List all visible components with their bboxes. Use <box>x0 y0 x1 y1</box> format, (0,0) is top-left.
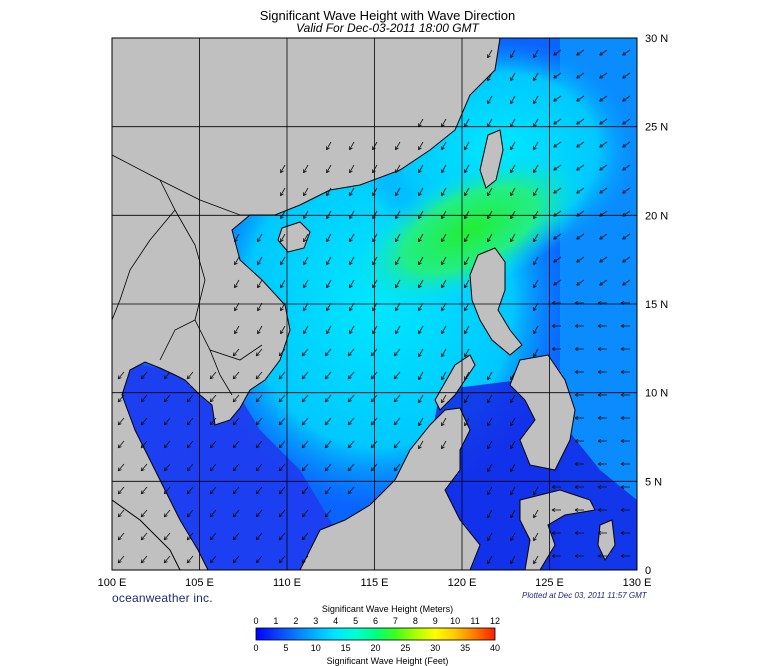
colorbar-meter-tick: 11 <box>470 616 479 626</box>
colorbar-meter-tick: 6 <box>373 616 378 626</box>
latitude-label: 10 N <box>645 388 668 400</box>
colorbar-meter-tick: 5 <box>353 616 358 626</box>
latitude-label: 0 <box>645 565 651 577</box>
colorbar-feet-tick: 15 <box>341 643 351 653</box>
latitude-label: 5 N <box>645 476 662 488</box>
colorbar-meter-tick: 9 <box>433 616 438 626</box>
longitude-label: 105 E <box>185 577 214 589</box>
colorbar-meter-tick: 4 <box>333 616 338 626</box>
latitude-label: 20 N <box>645 210 668 222</box>
plotted-time: Plotted at Dec 03, 2011 11:57 GMT <box>522 591 647 600</box>
colorbar-meter-tick: 12 <box>490 616 500 626</box>
latitude-labels: 30 N 25 N 20 N 15 N 10 N 5 N 0 <box>645 33 668 577</box>
colorbar-meter-tick: 3 <box>313 616 318 626</box>
colorbar-feet-tick: 25 <box>400 643 410 653</box>
map-field <box>112 38 640 570</box>
colorbar-feet-tick: 10 <box>311 643 321 653</box>
colorbar-feet-tick: 5 <box>283 643 288 653</box>
latitude-label: 30 N <box>645 33 668 45</box>
colorbar-meter-tick: 7 <box>393 616 398 626</box>
longitude-label: 120 E <box>448 577 477 589</box>
colorbar-meter-tick: 10 <box>450 616 460 626</box>
colorbar-feet-tick: 0 <box>253 643 258 653</box>
colorbar-meter-tick: 8 <box>413 616 418 626</box>
longitude-label: 110 E <box>273 577 301 589</box>
colorbar-title-meters: Significant Wave Height (Meters) <box>0 604 775 614</box>
longitude-label: 130 E <box>623 577 652 589</box>
colorbar-meter-tick: 0 <box>253 616 258 626</box>
longitude-labels: 100 E 105 E 110 E 115 E 120 E 125 E 130 E <box>98 577 652 589</box>
longitude-label: 115 E <box>361 577 389 589</box>
colorbar-meter-tick: 1 <box>273 616 278 626</box>
brand-logo-text: oceanweather inc. <box>112 591 213 605</box>
longitude-label: 100 E <box>98 577 127 589</box>
colorbar-meter-tick: 2 <box>293 616 298 626</box>
latitude-label: 15 N <box>645 299 668 311</box>
colorbar-feet-tick: 35 <box>460 643 470 653</box>
colorbar-feet-tick: 40 <box>490 643 500 653</box>
latitude-label: 25 N <box>645 122 668 134</box>
longitude-label: 125 E <box>535 577 564 589</box>
colorbar-gradient <box>256 628 495 640</box>
colorbar-feet-tick: 20 <box>370 643 380 653</box>
colorbar-feet-tick: 30 <box>430 643 440 653</box>
